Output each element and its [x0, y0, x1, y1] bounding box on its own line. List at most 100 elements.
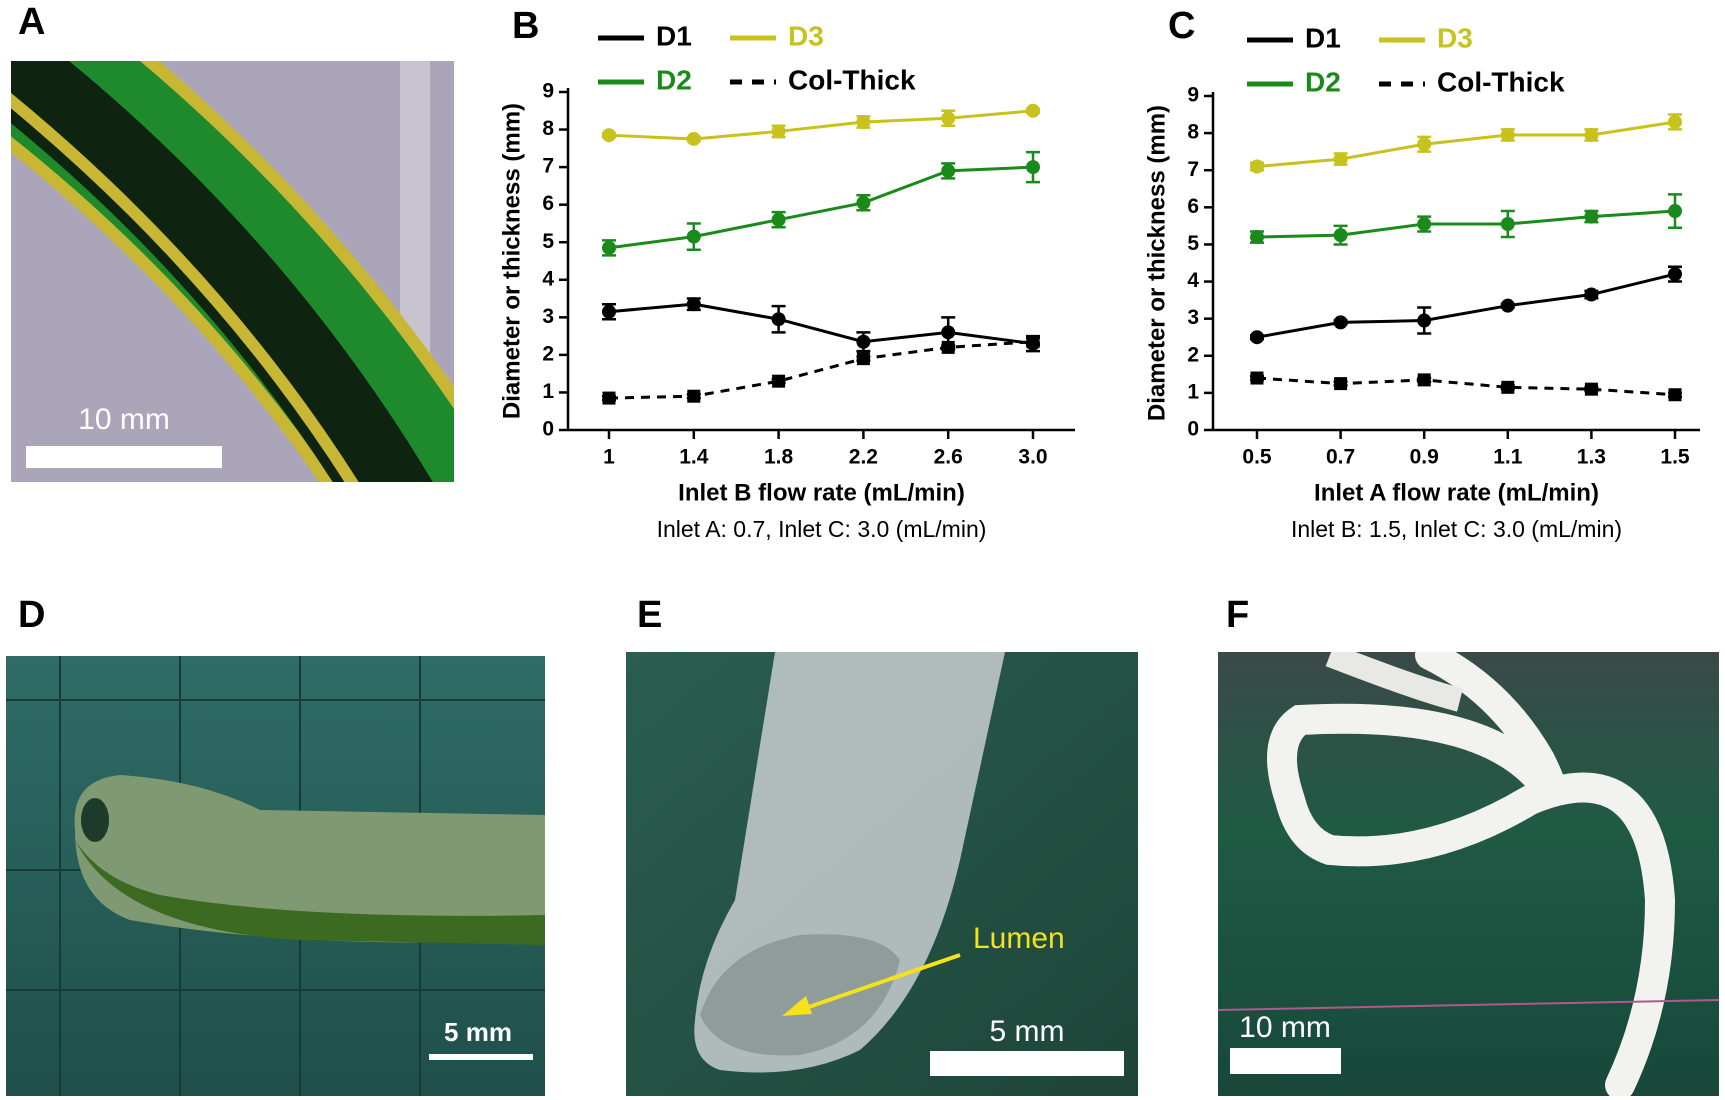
x-tick-label: 0.5 [1242, 446, 1272, 469]
legend-label: Col-Thick [788, 64, 916, 95]
x-tick-label: 0.7 [1326, 446, 1355, 469]
annotation: Lumen [973, 922, 1065, 955]
marker [1250, 159, 1264, 174]
marker [771, 312, 786, 327]
marker [856, 352, 870, 366]
series-line [1256, 120, 1676, 169]
marker [686, 297, 701, 312]
y-tick-label: 9 [542, 80, 554, 103]
marker [941, 163, 956, 178]
y-tick-label: 7 [1187, 158, 1199, 181]
marker [1333, 152, 1348, 167]
scale-bar-label: 10 mm [1239, 1011, 1331, 1044]
legend-label: D2 [1305, 66, 1341, 97]
marker [1417, 217, 1432, 232]
photo-d [6, 656, 545, 1096]
scale-bar [1230, 1048, 1341, 1074]
panel-label: C [1168, 5, 1195, 47]
marker [1584, 382, 1598, 396]
legend-label: D3 [788, 20, 824, 51]
legend-label: Col-Thick [1437, 66, 1565, 97]
scale-bar [930, 1051, 1124, 1076]
scale-bar [26, 446, 222, 468]
legend-label: D2 [656, 64, 692, 95]
photo-e [626, 652, 1138, 1096]
y-axis-title: Diameter or thickness (mm) [1143, 105, 1170, 421]
x-tick-label: 0.9 [1410, 446, 1439, 469]
series-line [608, 109, 1034, 141]
x-axis-title: Inlet B flow rate (mL/min) [678, 479, 965, 506]
marker [602, 391, 616, 405]
panel-label: B [512, 5, 539, 47]
marker [1668, 267, 1682, 282]
marker [1500, 217, 1515, 232]
series-line [608, 340, 1034, 400]
marker [771, 212, 786, 227]
x-tick-label: 1 [603, 446, 615, 469]
y-tick-label: 5 [1187, 232, 1199, 255]
marker [1334, 377, 1348, 391]
series-line [1256, 272, 1676, 339]
y-tick-label: 2 [1187, 343, 1199, 366]
y-tick-label: 0 [542, 418, 554, 441]
marker [941, 340, 955, 354]
x-tick-label: 1.4 [679, 446, 709, 469]
x-tick-label: 2.2 [849, 446, 878, 469]
marker [772, 374, 786, 388]
y-tick-label: 7 [542, 155, 554, 178]
marker [1668, 204, 1682, 219]
panel-label: F [1226, 594, 1249, 636]
marker [941, 325, 956, 340]
scale-bar-label: 10 mm [78, 403, 170, 436]
y-tick-label: 3 [542, 305, 554, 328]
marker [1584, 209, 1599, 224]
series-line [1256, 209, 1676, 239]
y-tick-label: 4 [542, 267, 554, 290]
marker [856, 334, 871, 349]
x-tick-label: 3.0 [1018, 446, 1047, 469]
photo-a [11, 61, 454, 482]
scale-bar-label: 5 mm [444, 1017, 512, 1047]
x-tick-label: 2.6 [934, 446, 963, 469]
y-tick-label: 8 [1187, 121, 1199, 144]
chart-note: Inlet A: 0.7, Inlet C: 3.0 (mL/min) [657, 516, 987, 542]
panel-label: A [18, 1, 45, 43]
legend-label: D1 [656, 20, 692, 51]
legend-label: D3 [1437, 22, 1473, 53]
scale-bar [429, 1054, 533, 1060]
y-tick-label: 0 [1187, 418, 1199, 441]
marker [1026, 160, 1040, 175]
y-tick-label: 8 [542, 117, 554, 140]
marker [1026, 103, 1040, 118]
marker [1417, 137, 1432, 152]
marker [1250, 230, 1264, 245]
arrow-head [782, 996, 812, 1016]
marker [1500, 127, 1515, 142]
y-tick-label: 6 [542, 192, 554, 215]
marker [1668, 388, 1682, 402]
y-axis-title: Diameter or thickness (mm) [498, 103, 525, 419]
y-tick-label: 4 [1187, 269, 1199, 292]
y-tick-label: 9 [1187, 84, 1199, 107]
marker [1417, 313, 1432, 328]
marker [771, 124, 786, 139]
marker [1250, 330, 1264, 345]
x-tick-label: 1.8 [764, 446, 794, 469]
y-tick-label: 5 [542, 230, 554, 253]
panel-label: D [18, 594, 45, 636]
marker [687, 389, 701, 403]
scale-bar-label: 5 mm [990, 1015, 1065, 1048]
marker [1501, 380, 1515, 394]
photo-f [1218, 652, 1719, 1096]
series-line [1256, 376, 1676, 397]
marker [941, 111, 956, 126]
marker [1333, 228, 1348, 243]
x-tick-label: 1.5 [1660, 446, 1690, 469]
panel-label: E [637, 594, 662, 636]
y-tick-label: 1 [542, 380, 554, 403]
marker [1500, 298, 1515, 313]
marker [856, 115, 871, 130]
marker [602, 240, 616, 255]
marker [1250, 371, 1264, 385]
y-tick-label: 1 [1187, 380, 1199, 403]
